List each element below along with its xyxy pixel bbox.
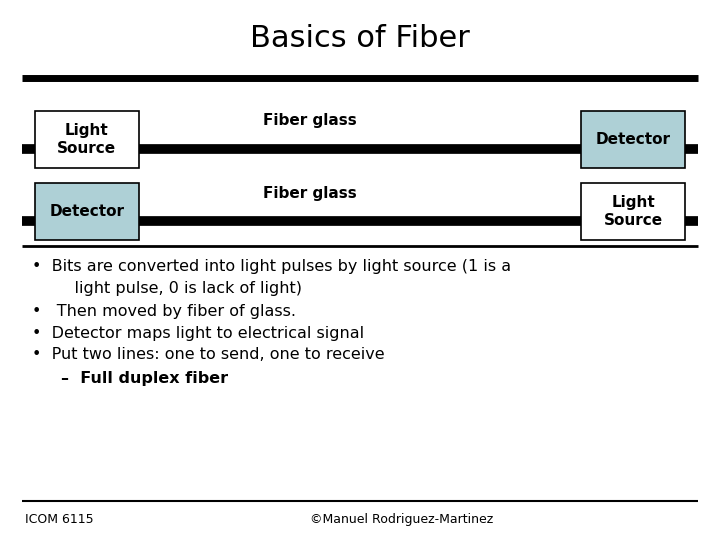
Text: ICOM 6115: ICOM 6115 bbox=[25, 513, 94, 526]
FancyBboxPatch shape bbox=[581, 184, 685, 240]
Text: Detector: Detector bbox=[595, 132, 671, 147]
FancyBboxPatch shape bbox=[35, 184, 139, 240]
FancyBboxPatch shape bbox=[581, 111, 685, 167]
Text: Light
Source: Light Source bbox=[57, 123, 117, 156]
FancyBboxPatch shape bbox=[35, 111, 139, 167]
Text: •   Then moved by fiber of glass.: • Then moved by fiber of glass. bbox=[32, 304, 297, 319]
Text: –  Full duplex fiber: – Full duplex fiber bbox=[61, 370, 228, 386]
Text: ©Manuel Rodriguez-Martinez: ©Manuel Rodriguez-Martinez bbox=[310, 513, 493, 526]
Text: •  Detector maps light to electrical signal: • Detector maps light to electrical sign… bbox=[32, 326, 364, 341]
Text: Light
Source: Light Source bbox=[603, 195, 663, 228]
Text: Detector: Detector bbox=[49, 204, 125, 219]
Text: light pulse, 0 is lack of light): light pulse, 0 is lack of light) bbox=[54, 281, 302, 296]
Text: •  Put two lines: one to send, one to receive: • Put two lines: one to send, one to rec… bbox=[32, 347, 385, 362]
Text: Basics of Fiber: Basics of Fiber bbox=[250, 24, 470, 53]
Text: •  Bits are converted into light pulses by light source (1 is a: • Bits are converted into light pulses b… bbox=[32, 259, 511, 274]
Text: Fiber glass: Fiber glass bbox=[263, 186, 356, 201]
Text: Fiber glass: Fiber glass bbox=[263, 113, 356, 129]
